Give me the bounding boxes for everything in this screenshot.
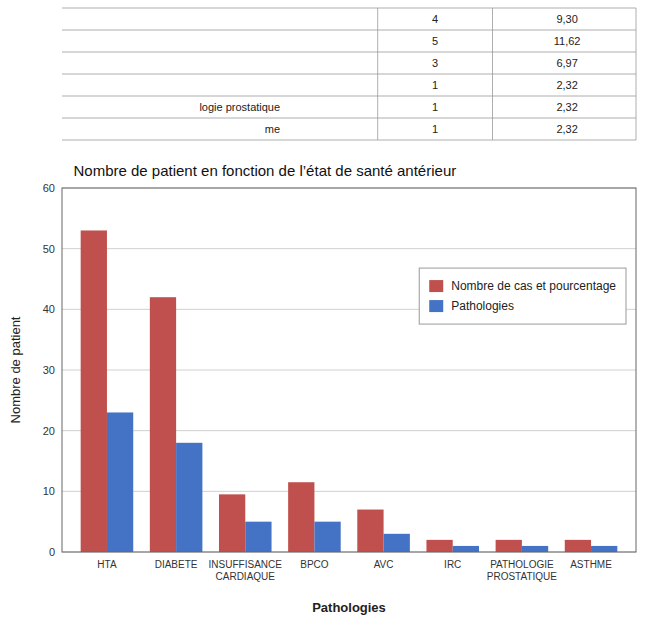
y-tick-label: 30 [43, 364, 55, 376]
table-rule [62, 52, 636, 53]
table-cell: 9,30 [556, 13, 577, 25]
x-tick-label: PATHOLOGIEPROSTATIQUE [487, 559, 558, 582]
x-tick-label: DIABETE [155, 559, 198, 570]
x-tick-label: HTA [97, 559, 117, 570]
table-rule [492, 8, 493, 140]
legend-label: Pathologies [451, 299, 514, 313]
y-tick-label: 60 [43, 182, 55, 194]
legend-swatch [429, 280, 443, 292]
bar [219, 494, 245, 552]
x-tick-label: INSUFFISANCECARDIAQUE [209, 559, 283, 582]
table-rule [62, 118, 636, 119]
bar [591, 546, 617, 552]
table-rule [62, 8, 636, 9]
x-axis-label: Pathologies [312, 600, 386, 615]
y-tick-label: 0 [49, 546, 55, 558]
y-tick-label: 50 [43, 243, 55, 255]
table-cell: 2,32 [556, 79, 577, 91]
x-axis: HTA DIABETE INSUFFISANCECARDIAQUE BPCO AVC IR… [97, 559, 612, 582]
table-cell: 6,97 [556, 57, 577, 69]
legend-swatch [429, 300, 443, 312]
grid-line [62, 491, 636, 492]
bar [288, 482, 314, 552]
table-rule [62, 96, 636, 97]
legend-label: Nombre de cas et pourcentage [451, 279, 616, 293]
x-tick-label: IRC [444, 559, 461, 570]
chart: 4 9,30 5 11,62 3 6,97 1 2,32 logie prostatique 1 2… [0, 0, 652, 634]
plot-frame [62, 188, 636, 552]
title: Nombre de patient en fonction de l’état … [73, 162, 456, 179]
x-tick-label: AVC [374, 559, 394, 570]
y-axis: 0 10 20 30 40 50 60 [43, 182, 636, 558]
table-rule [636, 8, 637, 140]
bar [565, 540, 591, 552]
bar [107, 412, 133, 552]
bar [81, 230, 107, 552]
bar [176, 443, 202, 552]
grid-line [62, 370, 636, 371]
table-cell: 11,62 [554, 35, 581, 47]
table-cell: logie prostatique [199, 101, 280, 113]
table-cell: 4 [432, 13, 438, 25]
legend-box [419, 268, 626, 324]
table-cell: 3 [432, 57, 438, 69]
table-cell: 5 [432, 35, 438, 47]
bar [245, 522, 271, 552]
table-cell: 2,32 [556, 123, 577, 135]
x-tick-label: BPCO [300, 559, 329, 570]
bar [496, 540, 522, 552]
table-cell: me [265, 123, 280, 135]
bar [357, 510, 383, 552]
bar [522, 546, 548, 552]
bar [314, 522, 340, 552]
bar [150, 297, 176, 552]
grid-line [62, 430, 636, 431]
table-rule [62, 30, 636, 31]
table-rule [377, 8, 378, 140]
table: 4 9,30 5 11,62 3 6,97 1 2,32 logie prostatique 1 2… [62, 8, 636, 140]
y-tick-label: 20 [43, 425, 55, 437]
grid-line [62, 248, 636, 249]
table-cell: 1 [432, 123, 438, 135]
bar [453, 546, 479, 552]
table-rule [62, 140, 636, 141]
table-cell: 2,32 [556, 101, 577, 113]
y-axis-label: Nombre de patient [8, 316, 23, 423]
y-tick-label: 40 [43, 303, 55, 315]
bar [426, 540, 452, 552]
y-tick-label: 10 [43, 485, 55, 497]
table-cell: 1 [432, 79, 438, 91]
bars [81, 230, 618, 552]
bar [384, 534, 410, 552]
legend: Nombre de cas et pourcentage Pathologies [419, 268, 626, 324]
table-cell: 1 [432, 101, 438, 113]
x-tick-label: ASTHME [570, 559, 612, 570]
table-rule [62, 74, 636, 75]
